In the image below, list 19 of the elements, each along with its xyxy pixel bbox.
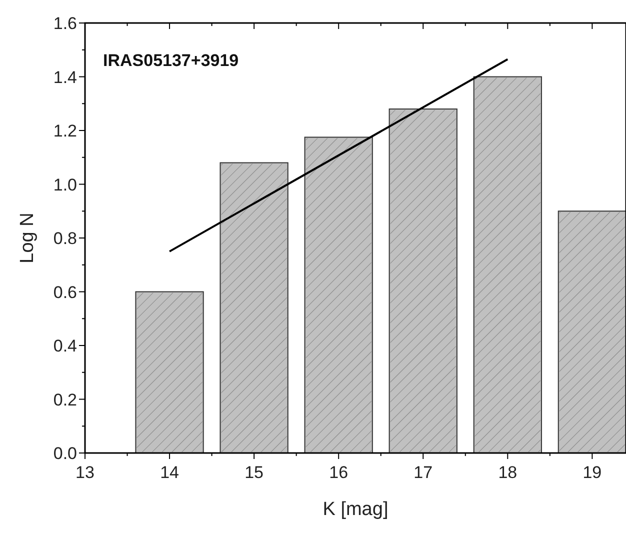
x-tick-label: 17 <box>414 463 433 482</box>
y-tick-label: 0.8 <box>53 229 77 248</box>
y-axis-title: Log N <box>17 212 38 264</box>
y-tick-label: 0.0 <box>53 444 77 463</box>
y-tick-label: 1.2 <box>53 122 77 140</box>
y-tick-label: 0.4 <box>53 336 77 356</box>
y-tick-label: 0.2 <box>53 390 77 410</box>
x-tick-label: 18 <box>498 463 518 482</box>
y-tick-label: 1.6 <box>53 14 77 33</box>
x-tick-label: 15 <box>244 463 264 482</box>
text: IRAS05137+3919 <box>103 51 239 70</box>
y-tick-label: 1.0 <box>53 175 77 194</box>
y-tick-label: 1.4 <box>53 68 77 87</box>
x-tick-label: 14 <box>160 463 179 482</box>
x-axis-title: K [mag] <box>322 499 388 520</box>
y-tick-label: 0.6 <box>53 282 77 302</box>
x-tick-label: 13 <box>76 463 94 482</box>
x-tick-label: 16 <box>329 463 348 482</box>
x-tick-label: 19 <box>582 463 602 482</box>
